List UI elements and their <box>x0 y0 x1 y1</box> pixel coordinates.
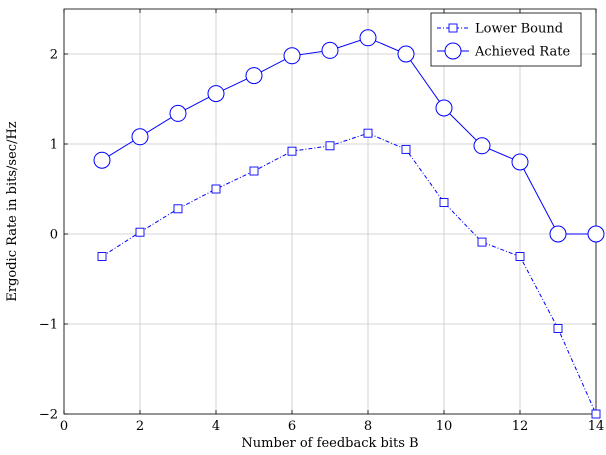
legend: Lower Bound Achieved Rate <box>430 12 582 67</box>
achieved-rate-point <box>93 151 111 169</box>
lower-bound-point <box>249 166 259 176</box>
y-tick-label: 1 <box>50 138 58 153</box>
achieved-rate-series <box>93 29 605 243</box>
x-tick-label: 6 <box>288 419 296 434</box>
x-tick-label: 8 <box>364 419 372 434</box>
lower-bound-point <box>439 198 449 207</box>
series-layer <box>93 29 605 419</box>
x-tick-label: 4 <box>212 419 220 434</box>
lower-bound-point <box>477 237 487 247</box>
lower-bound-point <box>553 324 563 333</box>
lower-bound-point <box>97 252 107 261</box>
lower-bound-point <box>515 252 525 261</box>
achieved-rate-point <box>207 85 225 103</box>
achieved-rate-point <box>169 104 187 122</box>
y-tick-label: −2 <box>39 408 58 423</box>
x-tick-label: 2 <box>136 419 144 434</box>
lower-bound-point <box>211 184 221 194</box>
y-axis-label: Ergodic Rate in bits/sec/Hz <box>5 121 20 301</box>
achieved-rate-point <box>131 128 149 146</box>
achieved-rate-point <box>473 137 491 155</box>
achieved-rate-point <box>397 45 415 63</box>
x-tick-label: 10 <box>436 419 453 434</box>
lower-bound-point <box>591 409 601 419</box>
achieved-rate-point <box>321 41 339 59</box>
x-tick-label: 0 <box>60 419 68 434</box>
legend-achieved-rate-marker <box>444 42 462 60</box>
lower-bound-line <box>101 132 597 415</box>
achieved-rate-point <box>283 47 301 65</box>
lower-bound-point <box>173 204 183 214</box>
lower-bound-series <box>97 128 601 419</box>
achieved-rate-point <box>359 29 377 47</box>
achieved-rate-point <box>587 225 605 243</box>
y-tick-label: 2 <box>50 48 58 63</box>
lower-bound-point <box>135 227 145 237</box>
plot-frame <box>63 8 597 415</box>
grid <box>63 9 597 415</box>
achieved-rate-point <box>511 153 529 171</box>
achieved-rate-point <box>435 99 453 117</box>
x-axis-label: Number of feedback bits B <box>241 436 418 451</box>
y-tick-label: −1 <box>39 318 58 333</box>
achieved-rate-point <box>245 67 263 85</box>
lower-bound-point <box>363 128 373 138</box>
lower-bound-point <box>401 144 411 154</box>
achieved-rate-point <box>549 225 567 243</box>
legend-achieved-rate-label: Achieved Rate <box>474 45 570 60</box>
lower-bound-point <box>287 146 297 156</box>
lower-bound-point <box>325 141 335 151</box>
y-tick-label: 0 <box>50 228 58 243</box>
legend-lower-bound-label: Lower Bound <box>475 22 563 37</box>
x-tick-label: 14 <box>588 419 605 434</box>
legend-lower-bound-marker <box>448 23 458 33</box>
x-tick-label: 12 <box>512 419 529 434</box>
